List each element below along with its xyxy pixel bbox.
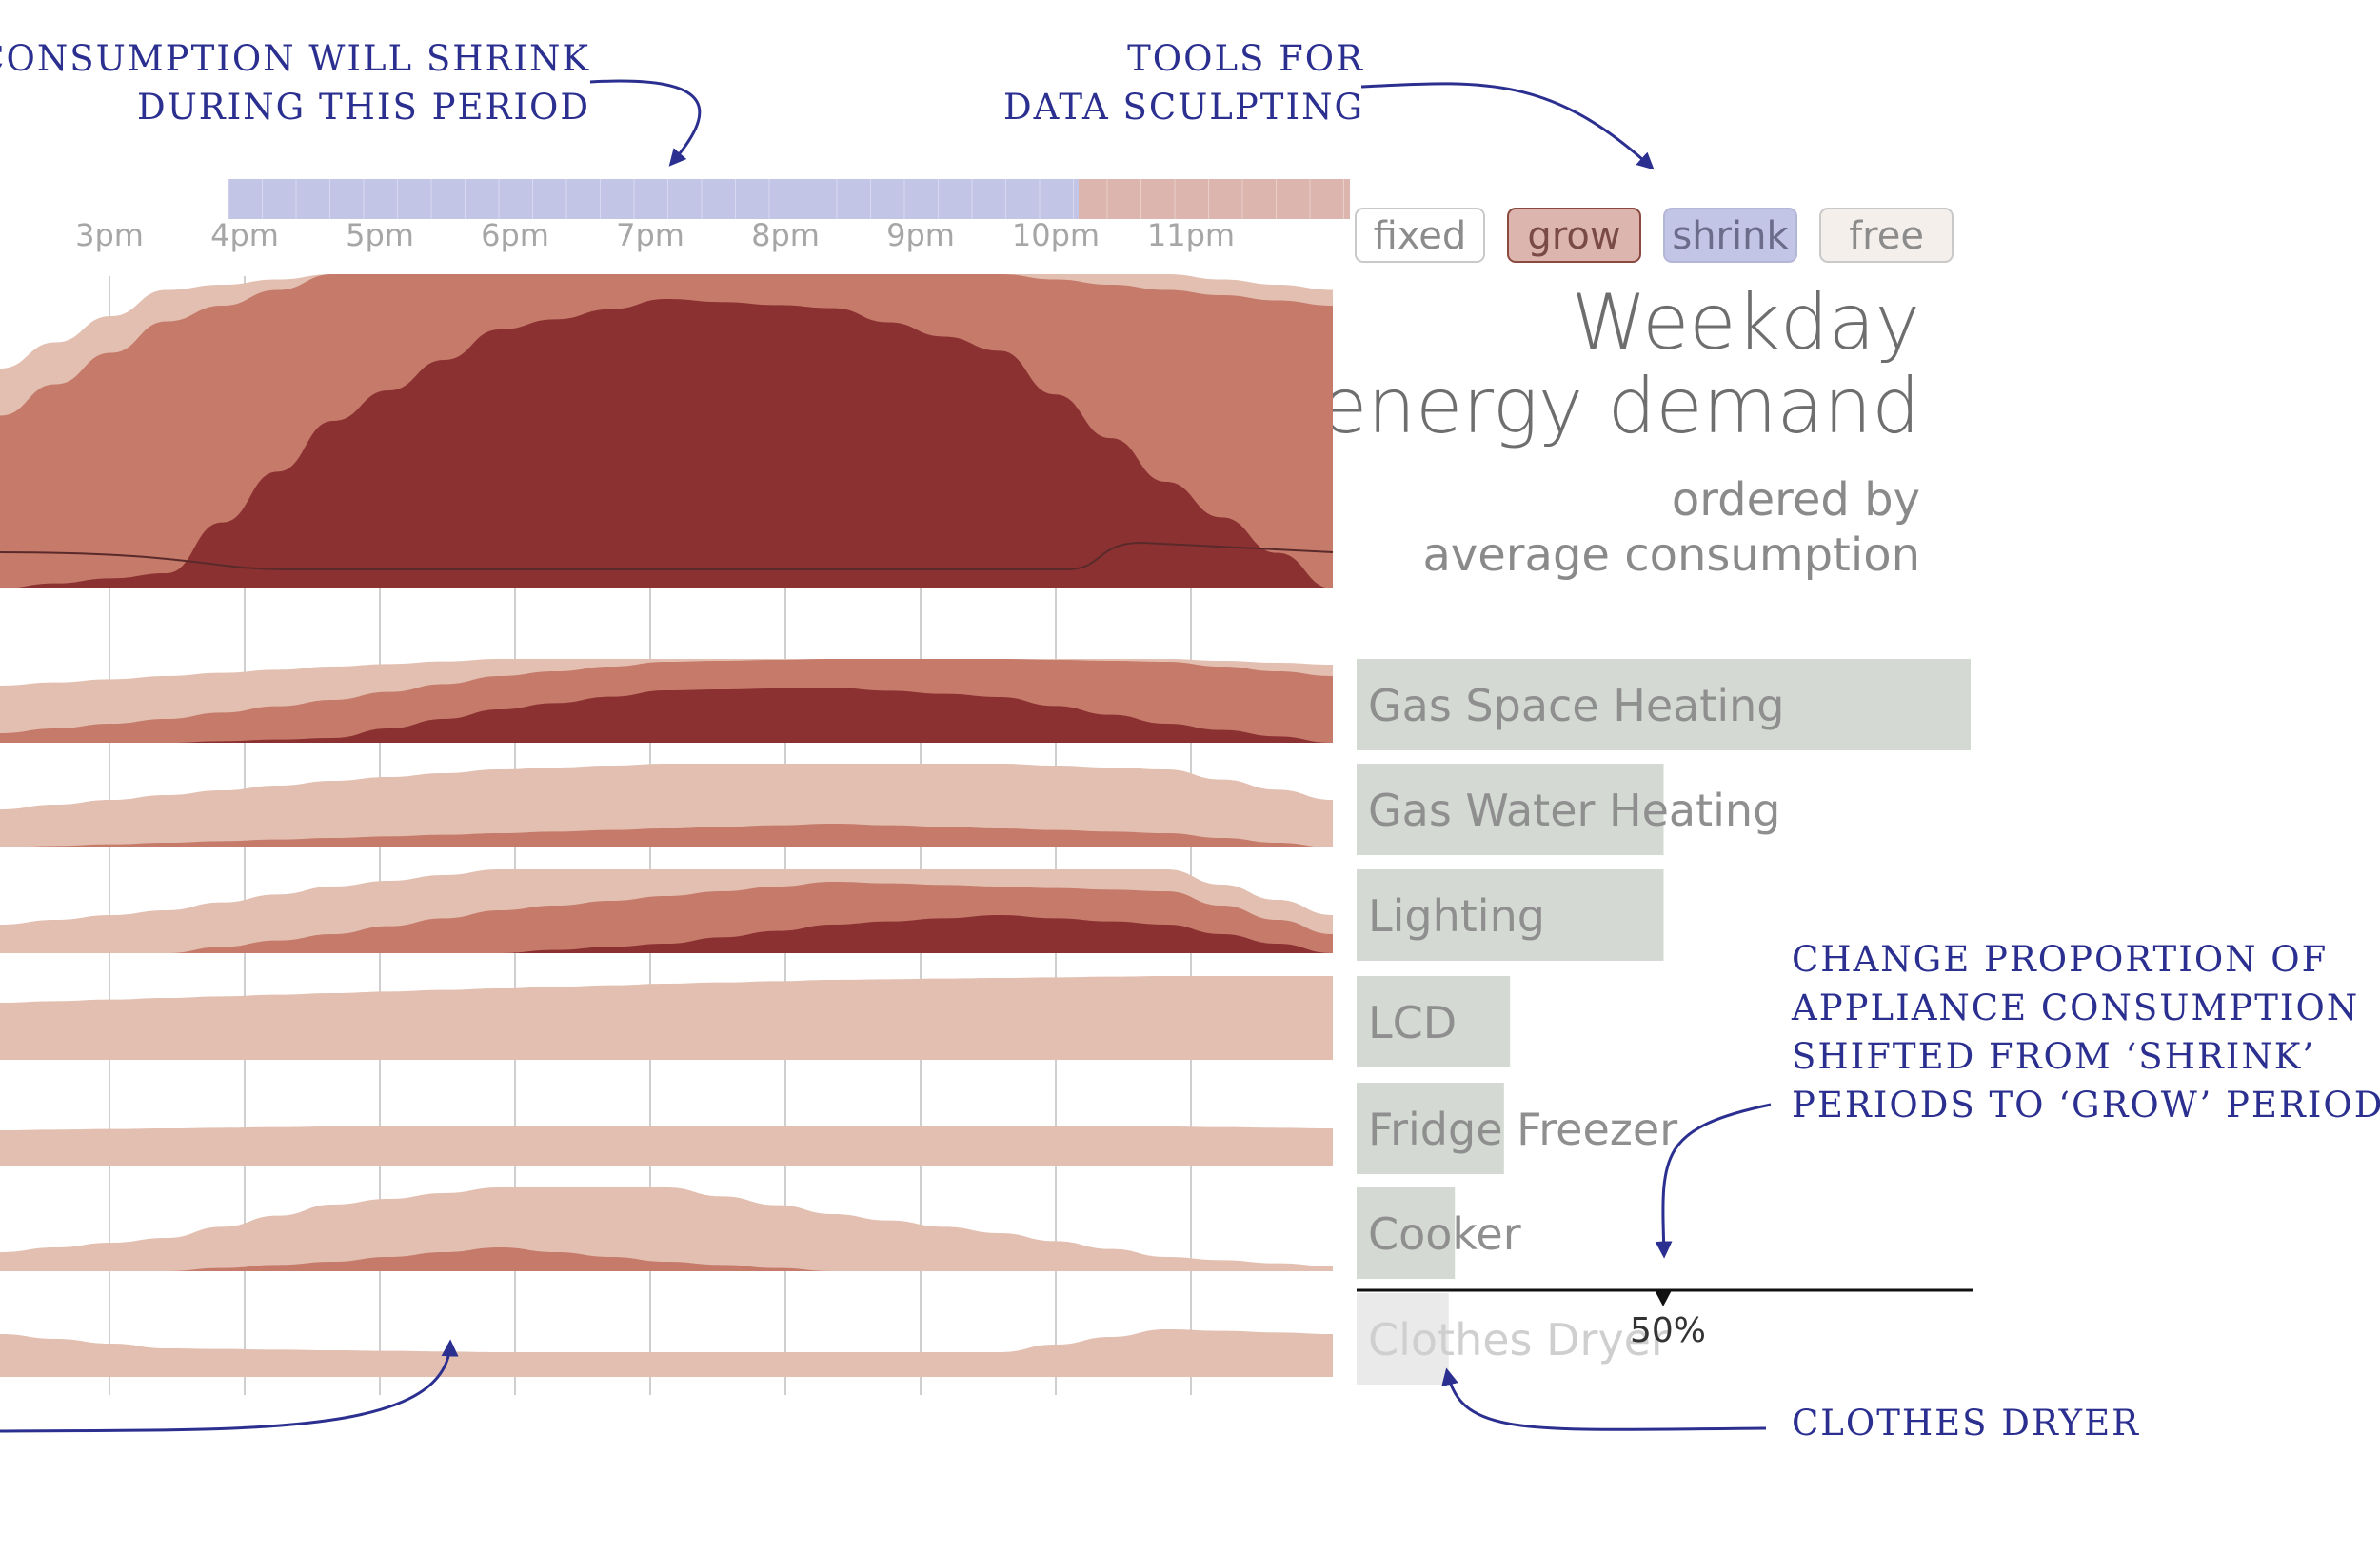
shrink-band[interactable]: [228, 179, 1079, 219]
grow-button[interactable]: grow: [1507, 208, 1641, 263]
tools-note-line1: TOOLS FOR: [1127, 38, 1364, 79]
time-label-11pm: 11pm: [1146, 217, 1236, 253]
arrow-tools: [1360, 82, 1655, 170]
bar-label-gas-water-heating: Gas Water Heating: [1368, 785, 1781, 836]
time-label-7pm: 7pm: [616, 217, 684, 253]
baseline-trace: [0, 541, 1334, 570]
total-area-dark: [0, 299, 1333, 588]
shrink-period-note: CONSUMPTION WILL SHRINK DURING THIS PERI…: [0, 34, 590, 131]
row-gas-space-heating-dark: [0, 688, 1333, 743]
shrink-note-line1: CONSUMPTION WILL SHRINK: [0, 38, 590, 79]
change-proportion-note: CHANGE PROPORTION OF APPLIANCE CONSUMPTI…: [1792, 935, 2380, 1129]
row-gas-water-heating-mid: [0, 824, 1333, 847]
bar-gas-space-heating[interactable]: [1357, 659, 1971, 750]
arrow-shrink-period: [589, 79, 702, 167]
change-note-line1: CHANGE PROPORTION OF: [1792, 939, 2329, 980]
chart-subtitle-line2: average consumption: [1422, 528, 1920, 582]
arrow-clothes-dryer: [1441, 1367, 1767, 1431]
appliance-bars[interactable]: [1357, 659, 1971, 1385]
period-bands[interactable]: [228, 179, 1350, 219]
time-label-9pm: 9pm: [886, 217, 955, 253]
annotation-arrows: [0, 79, 1772, 1433]
tools-note: TOOLS FOR DATA SCULPTING: [1003, 34, 1364, 131]
change-note-line2: APPLIANCE CONSUMPTION: [1792, 987, 2360, 1028]
bar-cooker[interactable]: [1357, 1187, 1456, 1279]
free-button[interactable]: free: [1819, 208, 1954, 263]
chart-title-line2: energy demand: [1320, 362, 1920, 450]
row-gas-water-heating-light: [0, 764, 1333, 847]
bar-label-lcd: LCD: [1368, 997, 1458, 1048]
arrow-change-proportion: [1655, 1103, 1772, 1259]
bar-clothes-dryer[interactable]: [1357, 1293, 1449, 1385]
bar-lighting[interactable]: [1357, 869, 1664, 961]
time-label-6pm: 6pm: [481, 217, 549, 253]
stream-areas: [0, 274, 1334, 1377]
tools-note-line2: DATA SCULPTING: [1002, 87, 1364, 128]
row-lighting-dark: [0, 915, 1333, 953]
row-lcd-light: [0, 976, 1333, 1060]
bar-lcd[interactable]: [1357, 976, 1511, 1067]
grow-band[interactable]: [1079, 179, 1350, 219]
time-label-5pm: 5pm: [346, 217, 414, 253]
row-fridge-freezer-light: [0, 1126, 1333, 1166]
shrink-button[interactable]: shrink: [1663, 208, 1797, 263]
proportion-slider[interactable]: [1357, 1288, 1973, 1306]
time-label-8pm: 8pm: [751, 217, 820, 253]
bar-label-cooker: Cooker: [1368, 1208, 1521, 1260]
shift-percentage[interactable]: 50%: [1630, 1311, 1707, 1350]
bar-label-clothes-dryer: Clothes Dryer: [1368, 1314, 1669, 1366]
shrink-note-line2: DURING THIS PERIOD: [136, 87, 590, 128]
slider-thumb[interactable]: [1655, 1290, 1672, 1306]
clothes-dryer-note: CLOTHES DRYER: [1792, 1403, 2140, 1444]
row-cooker-light: [0, 1187, 1333, 1271]
bar-label-lighting: Lighting: [1368, 890, 1545, 942]
row-clothes-dryer-light: [0, 1329, 1333, 1377]
bar-gas-water-heating[interactable]: [1357, 764, 1664, 855]
chart-subtitle-line1: ordered by: [1671, 473, 1920, 527]
change-note-line3: SHIFTED FROM ‘SHRINK’: [1792, 1036, 2316, 1077]
bar-fridge-freezer[interactable]: [1357, 1083, 1504, 1174]
row-cooker-mid: [0, 1247, 1333, 1271]
chart-title-line1: Weekday: [1571, 278, 1920, 367]
time-label-4pm: 4pm: [210, 217, 279, 253]
bar-label-gas-space-heating: Gas Space Heating: [1368, 680, 1785, 731]
bar-label-fridge-freezer: Fridge Freezer: [1368, 1104, 1678, 1155]
time-label-10pm: 10pm: [1011, 217, 1101, 253]
time-label-3pm: 3pm: [75, 217, 144, 253]
change-note-line4: PERIODS TO ‘GROW’ PERIODS: [1792, 1085, 2380, 1126]
fixed-button[interactable]: fixed: [1355, 208, 1485, 263]
arrow-dryer-row: [0, 1339, 459, 1433]
